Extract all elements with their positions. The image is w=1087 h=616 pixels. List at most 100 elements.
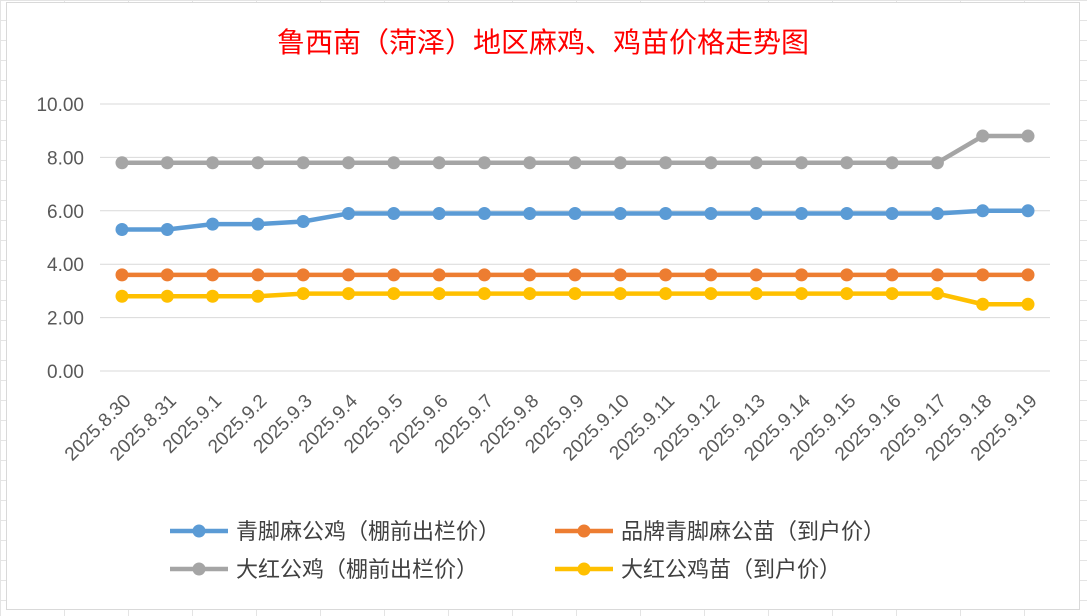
legend-marker xyxy=(577,524,591,538)
data-point xyxy=(976,204,990,218)
series-2 xyxy=(115,268,1035,282)
y-tick-label: 10.00 xyxy=(36,95,84,116)
data-point xyxy=(930,206,944,220)
data-point xyxy=(840,287,854,301)
data-point xyxy=(659,287,673,301)
data-point xyxy=(115,289,129,303)
data-point xyxy=(704,287,718,301)
data-point xyxy=(840,156,854,170)
data-point xyxy=(749,156,763,170)
data-point xyxy=(115,156,129,170)
data-point xyxy=(342,206,355,220)
series-1 xyxy=(115,204,1035,236)
data-point xyxy=(296,156,310,170)
data-point xyxy=(432,206,446,220)
legend-label: 青脚麻公鸡（棚前出栏价） xyxy=(236,520,500,545)
data-point xyxy=(749,287,763,301)
data-point xyxy=(613,156,627,170)
data-point xyxy=(613,206,627,220)
data-point xyxy=(432,287,446,301)
data-point xyxy=(930,156,944,170)
data-point xyxy=(160,222,174,236)
y-tick-label: 0.00 xyxy=(47,362,84,383)
data-point xyxy=(296,287,310,301)
data-point xyxy=(523,156,537,170)
data-point xyxy=(251,289,265,303)
data-point xyxy=(749,268,763,282)
data-point xyxy=(477,287,491,301)
data-point xyxy=(885,206,899,220)
data-point xyxy=(885,268,899,282)
data-point xyxy=(160,156,174,170)
y-tick-label: 4.00 xyxy=(47,255,84,276)
y-tick-label: 6.00 xyxy=(47,202,84,223)
data-point xyxy=(1021,129,1035,143)
legend-label: 大红公鸡苗（到户价） xyxy=(621,558,841,583)
chart-title: 鲁西南（菏泽）地区麻鸡、鸡苗价格走势图 xyxy=(277,26,809,59)
data-point xyxy=(840,268,854,282)
series-4 xyxy=(115,287,1035,311)
data-point xyxy=(568,287,582,301)
data-point xyxy=(930,287,944,301)
data-point xyxy=(387,206,401,220)
data-point xyxy=(342,156,355,170)
data-point xyxy=(659,156,673,170)
data-point xyxy=(613,268,627,282)
data-point xyxy=(523,287,537,301)
data-point xyxy=(840,206,854,220)
data-point xyxy=(976,297,990,311)
data-point xyxy=(795,206,808,220)
data-point xyxy=(251,217,265,231)
data-point xyxy=(795,268,808,282)
data-point xyxy=(387,287,401,301)
data-point xyxy=(477,268,491,282)
series-3 xyxy=(115,129,1035,170)
y-tick-label: 8.00 xyxy=(47,148,84,169)
legend: 青脚麻公鸡（棚前出栏价） 品牌青脚麻公苗（到户价） 大红公鸡（棚前出栏价） 大红公鸡苗… xyxy=(170,520,885,583)
data-point xyxy=(795,156,808,170)
legend-marker xyxy=(577,562,591,576)
data-point xyxy=(432,268,446,282)
data-point xyxy=(976,129,990,143)
data-point xyxy=(160,289,174,303)
data-point xyxy=(432,156,446,170)
data-point xyxy=(160,268,174,282)
data-point xyxy=(659,206,673,220)
legend-item[interactable]: 大红公鸡苗（到户价） xyxy=(555,558,841,583)
data-point xyxy=(296,214,310,228)
data-point xyxy=(115,222,129,236)
data-point xyxy=(1021,268,1035,282)
data-point xyxy=(704,156,718,170)
data-point xyxy=(1021,204,1035,218)
data-point xyxy=(387,268,401,282)
x-axis: 2025.8.302025.8.312025.9.12025.9.22025.9… xyxy=(61,390,1042,465)
data-point xyxy=(477,206,491,220)
data-point xyxy=(296,268,310,282)
data-point xyxy=(1021,297,1035,311)
data-point xyxy=(613,287,627,301)
legend-item[interactable]: 品牌青脚麻公苗（到户价） xyxy=(555,520,885,545)
data-point xyxy=(387,156,401,170)
data-point xyxy=(206,156,220,170)
legend-label: 品牌青脚麻公苗（到户价） xyxy=(621,520,885,545)
data-point xyxy=(704,206,718,220)
data-point xyxy=(477,156,491,170)
data-point xyxy=(342,287,355,301)
legend-item[interactable]: 大红公鸡（棚前出栏价） xyxy=(170,558,478,583)
y-tick-label: 2.00 xyxy=(47,309,84,330)
legend-marker xyxy=(192,524,206,538)
legend-item[interactable]: 青脚麻公鸡（棚前出栏价） xyxy=(170,520,500,545)
data-point xyxy=(251,268,265,282)
data-point xyxy=(885,287,899,301)
data-point xyxy=(523,268,537,282)
legend-marker xyxy=(192,562,206,576)
chart-area[interactable] xyxy=(6,2,1080,610)
data-point xyxy=(342,268,355,282)
data-point xyxy=(115,268,129,282)
data-point xyxy=(568,206,582,220)
data-point xyxy=(251,156,265,170)
data-point xyxy=(885,156,899,170)
data-point xyxy=(206,268,220,282)
data-point xyxy=(206,217,220,231)
